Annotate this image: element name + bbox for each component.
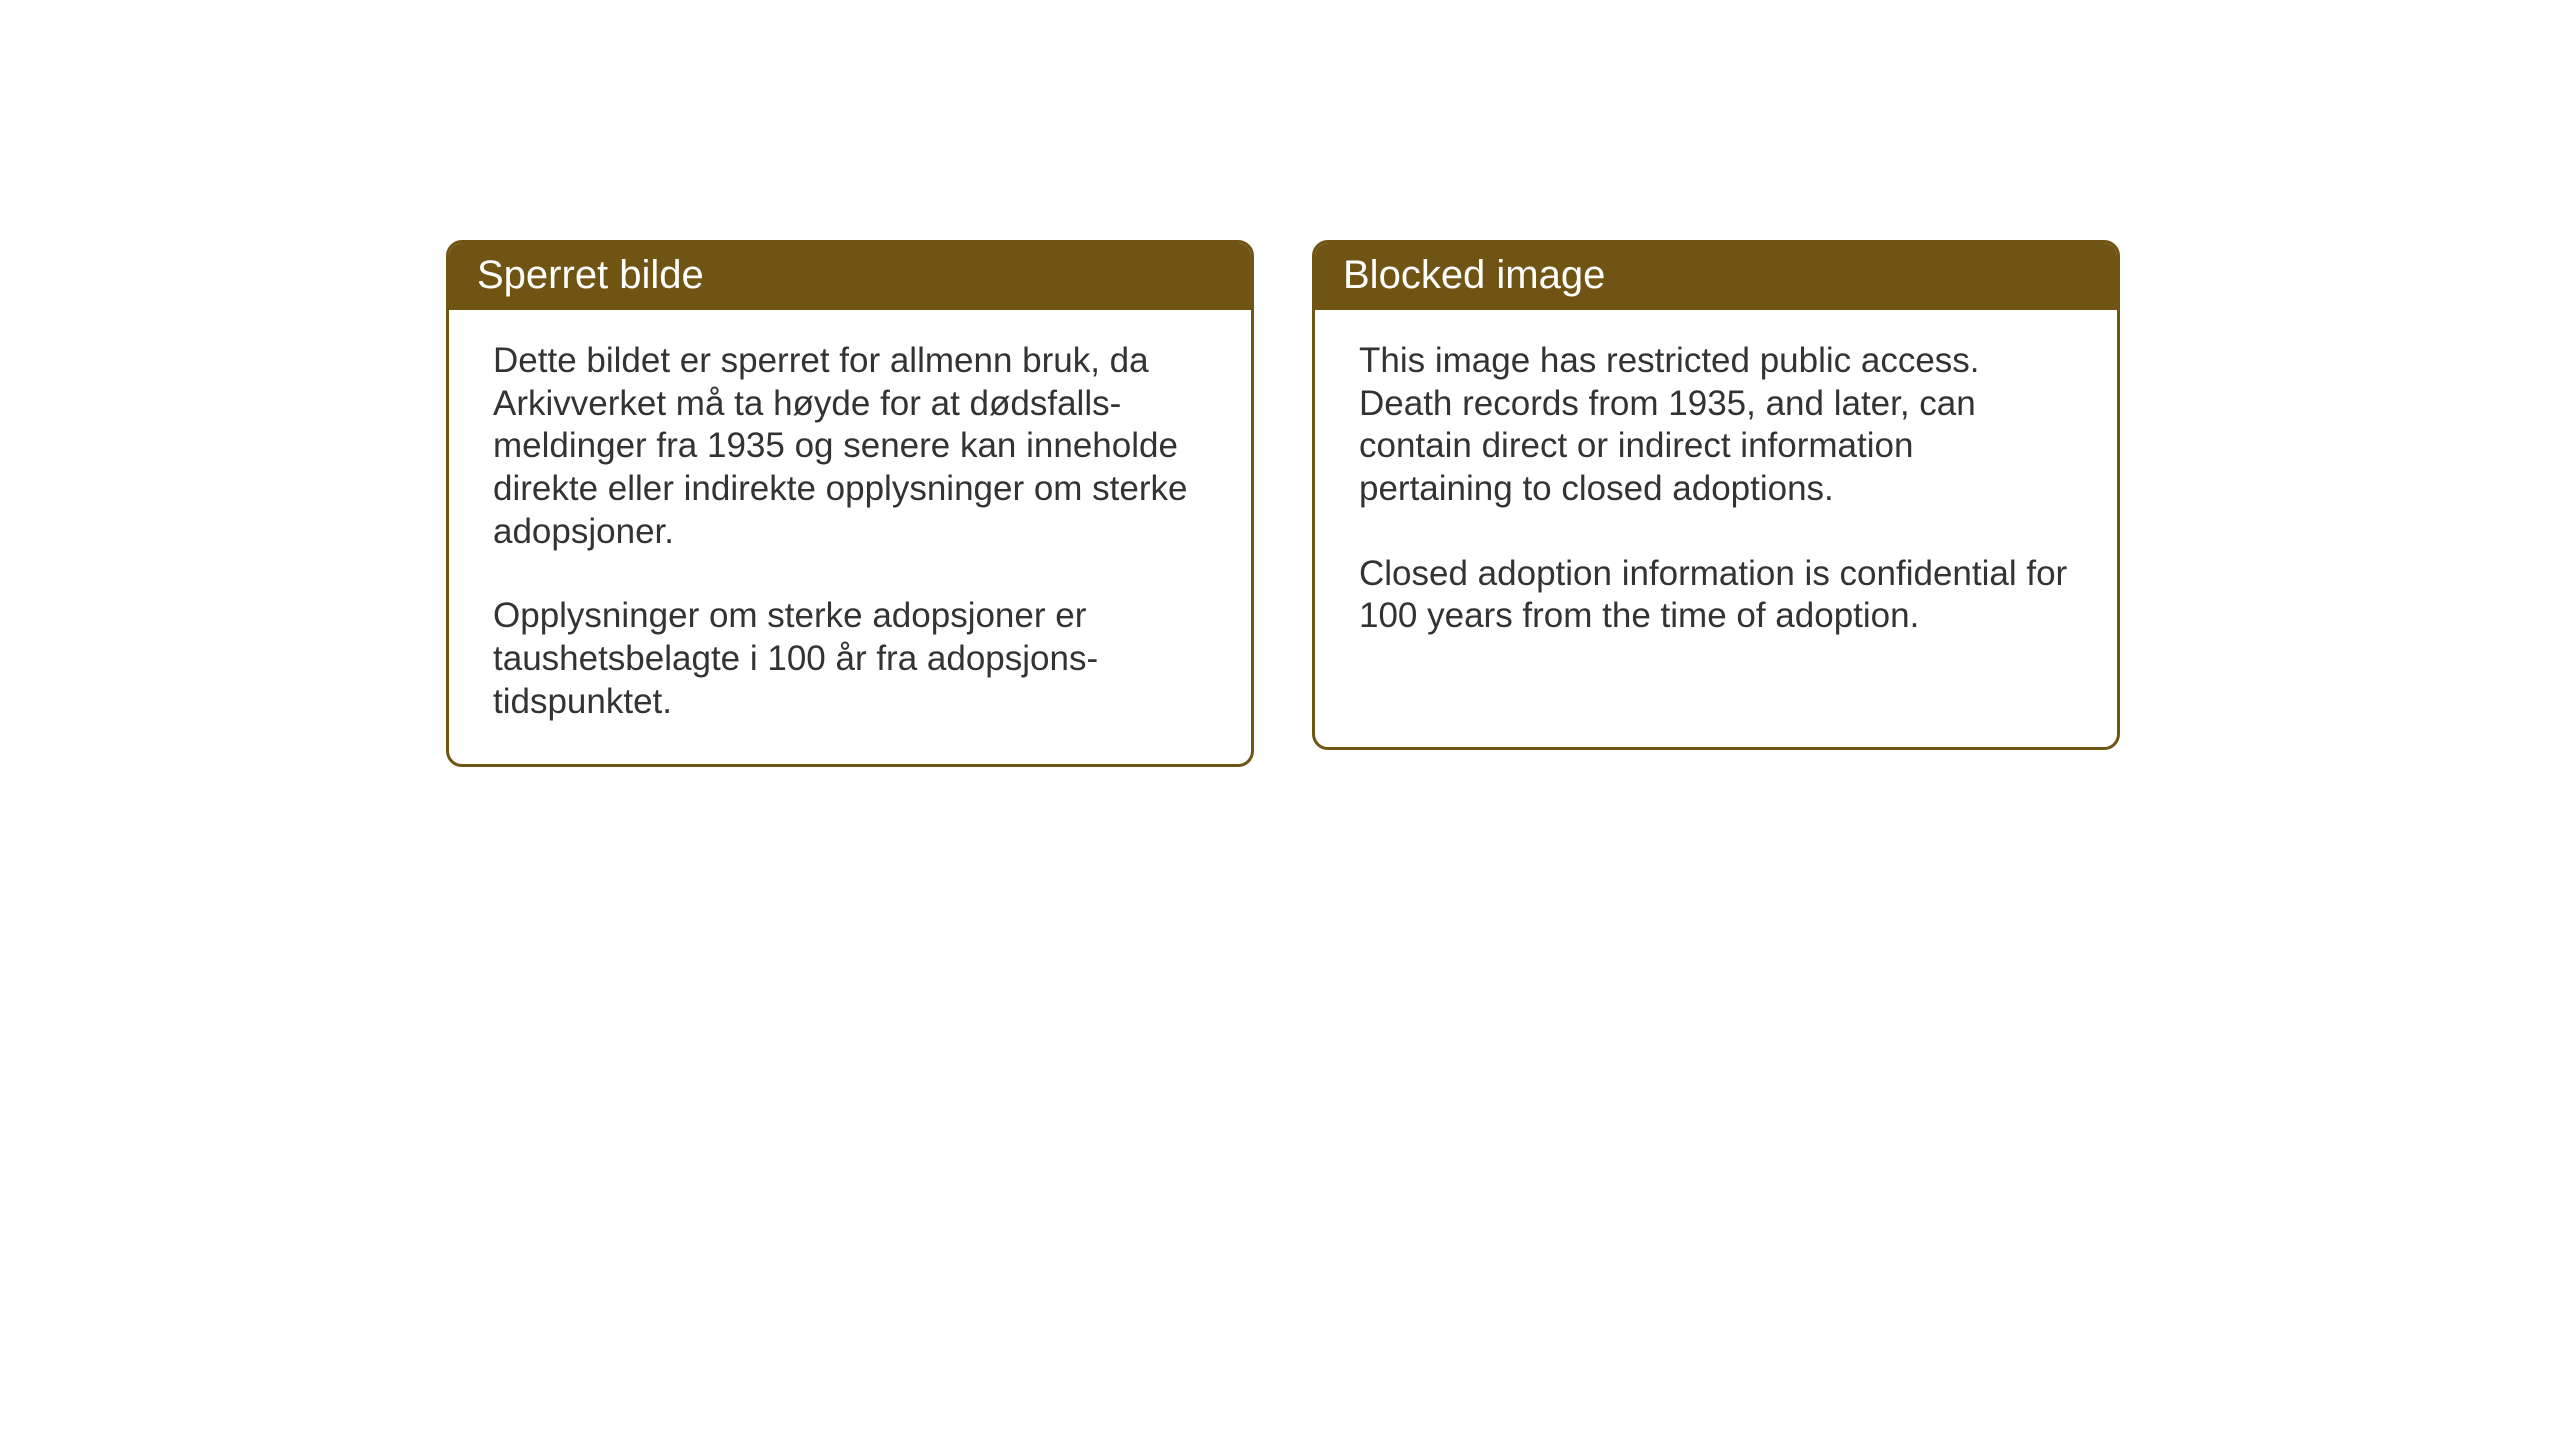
norwegian-card-title: Sperret bilde [449, 243, 1251, 310]
english-paragraph-1: This image has restricted public access.… [1359, 340, 2073, 511]
english-paragraph-2: Closed adoption information is confident… [1359, 553, 2073, 638]
english-card-title: Blocked image [1315, 243, 2117, 310]
english-card-body: This image has restricted public access.… [1315, 310, 2117, 678]
norwegian-card-body: Dette bildet er sperret for allmenn bruk… [449, 310, 1251, 764]
norwegian-paragraph-2: Opplysninger om sterke adopsjoner er tau… [493, 595, 1207, 723]
cards-container: Sperret bilde Dette bildet er sperret fo… [0, 0, 2560, 767]
norwegian-card: Sperret bilde Dette bildet er sperret fo… [446, 240, 1254, 767]
norwegian-paragraph-1: Dette bildet er sperret for allmenn bruk… [493, 340, 1207, 553]
english-card: Blocked image This image has restricted … [1312, 240, 2120, 750]
